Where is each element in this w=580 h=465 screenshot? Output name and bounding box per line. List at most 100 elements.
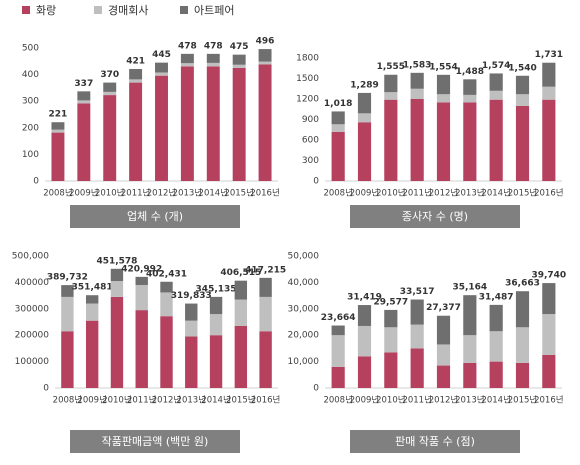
- bar-segment: [542, 86, 556, 100]
- bar-segment: [258, 64, 272, 181]
- y-tick-label: 300: [22, 97, 39, 107]
- bar-segment: [331, 111, 345, 125]
- total-label: 319,833: [171, 291, 212, 301]
- axis-title: 작품판매금액 (백만 원): [102, 435, 209, 448]
- bar-segment: [234, 325, 248, 388]
- bar-segment: [160, 292, 173, 317]
- x-tick-label: 2015년: [508, 395, 537, 406]
- total-label: 496: [256, 37, 275, 47]
- y-tick-label: 100: [22, 150, 39, 160]
- total-label: 370: [100, 70, 119, 80]
- total-label: 31,487: [479, 292, 514, 302]
- axis-title: 판매 작품 수 (점): [395, 435, 475, 448]
- x-tick-label: 2012년: [429, 395, 458, 406]
- bar-segment: [331, 325, 345, 336]
- bar-segment: [410, 88, 424, 99]
- bar-segment: [384, 99, 398, 181]
- x-tick-label: 2009년: [350, 395, 379, 406]
- bar-segment: [410, 324, 424, 349]
- bar-segment: [103, 95, 117, 181]
- bar-segment: [155, 72, 168, 76]
- bar-segment: [357, 356, 372, 388]
- axis-title: 종사자 수 (명): [402, 210, 468, 223]
- y-tick-label: 300000: [15, 304, 50, 314]
- bar-segment: [410, 99, 424, 181]
- bar-segment: [410, 72, 424, 89]
- bar-segment: [129, 79, 143, 83]
- total-label: 29,577: [373, 297, 408, 307]
- y-tick-label: 1500: [296, 74, 319, 84]
- x-tick-label: 2008년: [323, 395, 352, 406]
- bar-segment: [410, 348, 424, 388]
- x-tick-label: 2012년: [152, 395, 181, 406]
- bar-segment: [258, 61, 272, 65]
- bar-segment: [515, 75, 530, 95]
- bar-segment: [77, 103, 91, 181]
- bar-segment: [206, 66, 220, 181]
- bar-segment: [232, 64, 246, 68]
- bar-segment: [515, 94, 530, 106]
- bar-segment: [85, 320, 99, 388]
- bar-segment: [331, 124, 345, 132]
- bar-segment: [77, 91, 91, 101]
- bar-segment: [103, 82, 117, 92]
- y-tick-label: 200000: [15, 331, 50, 341]
- bar-segment: [135, 276, 148, 286]
- total-label: 337: [74, 79, 93, 89]
- total-label: 221: [49, 110, 68, 120]
- bar-segment: [463, 94, 477, 103]
- total-label: 475: [230, 42, 249, 52]
- bar-segment: [463, 362, 477, 388]
- bar-segment: [489, 331, 503, 362]
- x-tick-label: 2009년: [77, 395, 106, 406]
- bar-segment: [85, 303, 99, 321]
- bar-segment: [463, 335, 477, 363]
- x-tick-label: 2011년: [127, 395, 156, 406]
- total-label: 417,215: [245, 265, 286, 275]
- bar-segment: [542, 355, 556, 388]
- x-tick-label: 2014년: [199, 188, 228, 199]
- y-tick-label: 300: [302, 156, 319, 166]
- bar-segment: [463, 79, 477, 95]
- bar-segment: [384, 327, 398, 353]
- y-tick-label: 500,000: [12, 252, 49, 262]
- bar-segment: [85, 295, 99, 304]
- total-label: 1,554: [429, 62, 457, 72]
- x-tick-label: 2010년: [376, 395, 405, 406]
- total-label: 31,419: [347, 293, 382, 303]
- x-tick-label: 2016년: [534, 395, 563, 406]
- bar-segment: [61, 285, 74, 297]
- bar-segment: [129, 82, 143, 181]
- legend-label: 경매회사: [108, 4, 148, 17]
- bar-segment: [489, 361, 503, 388]
- x-tick-label: 2011년: [402, 395, 431, 406]
- x-tick-label: 2013년: [455, 395, 484, 406]
- bar-segment: [180, 66, 194, 181]
- total-label: 451,578: [96, 256, 137, 266]
- bar-segment: [436, 94, 451, 103]
- y-tick-label: 100000: [15, 357, 50, 367]
- total-label: 421: [126, 57, 145, 67]
- x-tick-label: 2010년: [102, 395, 131, 406]
- bar-segment: [384, 74, 398, 93]
- bar-segment: [436, 344, 451, 366]
- total-label: 402,431: [146, 269, 187, 279]
- bar-segment: [489, 73, 503, 91]
- bar-segment: [489, 90, 503, 100]
- total-label: 1,289: [350, 80, 378, 90]
- bar-segment: [410, 299, 424, 325]
- total-label: 23,664: [321, 313, 356, 323]
- y-tick-label: 0: [313, 384, 319, 394]
- y-tick-label: 30,000: [288, 304, 320, 314]
- total-label: 1,488: [456, 67, 484, 77]
- x-tick-label: 2016년: [250, 188, 279, 199]
- bar-segment: [234, 299, 248, 326]
- x-tick-label: 2009년: [350, 188, 379, 199]
- bar-segment: [103, 91, 117, 96]
- bar-segment: [259, 331, 272, 388]
- bar-segment: [463, 102, 477, 181]
- total-label: 27,377: [426, 303, 461, 313]
- y-tick-label: 10,000: [288, 357, 320, 367]
- x-tick-label: 2015년: [224, 188, 253, 199]
- bar-segment: [51, 132, 65, 181]
